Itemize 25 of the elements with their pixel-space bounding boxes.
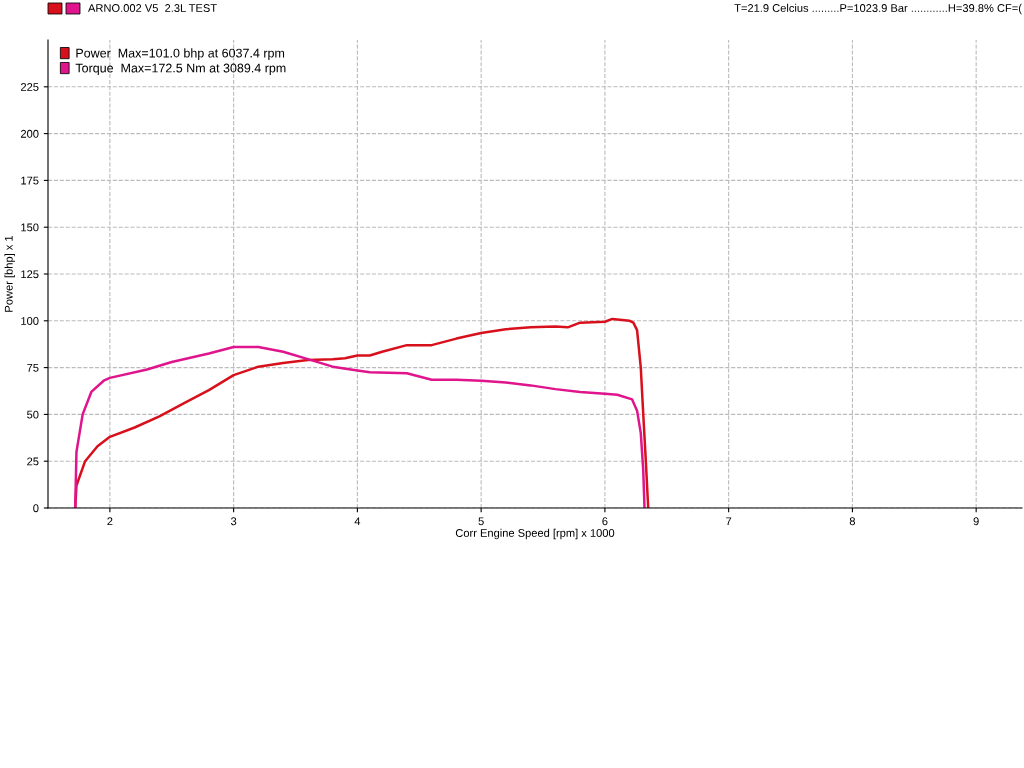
y-tick-label: 125 — [21, 270, 39, 279]
y-tick-label: 175 — [21, 176, 39, 185]
text: T=21.9 Celcius .........P=1023.9 Bar ............H=39.8% CF=( — [734, 3, 1022, 15]
legend-label: Power Max=101.0 bhp at 6037.4 rpm — [76, 48, 285, 60]
y-axis-title: Power [bhp] x 1 — [4, 235, 15, 312]
x-axis-title: Corr Engine Speed [rpm] x 1000 — [455, 528, 615, 540]
x-tick-label: 4 — [354, 517, 361, 526]
y-tick-label: 200 — [20, 129, 39, 138]
x-tick-label: 5 — [478, 517, 484, 526]
x-tick-label: 7 — [726, 517, 732, 526]
y-tick-label: 50 — [27, 410, 39, 419]
y-tick-label: 25 — [27, 457, 39, 466]
y-tick-label: 75 — [27, 363, 39, 372]
x-tick-label: 6 — [602, 517, 608, 526]
legend-label: Torque Max=172.5 Nm at 3089.4 rpm — [75, 63, 286, 75]
x-tick-label: 3 — [230, 517, 237, 526]
y-tick-label: 100 — [21, 317, 39, 325]
y-tick-label: 150 — [21, 223, 39, 232]
chart-title: ARNO.002 V5 2.3L TEST — [88, 4, 217, 12]
y-tick-label: 225 — [20, 83, 39, 91]
line-series — [73, 345, 646, 508]
x-tick-label: 8 — [849, 517, 856, 526]
y-tick-label: 0 — [33, 504, 39, 513]
x-tick-label: 9 — [973, 517, 979, 526]
x-tick-label: 2 — [107, 517, 113, 526]
